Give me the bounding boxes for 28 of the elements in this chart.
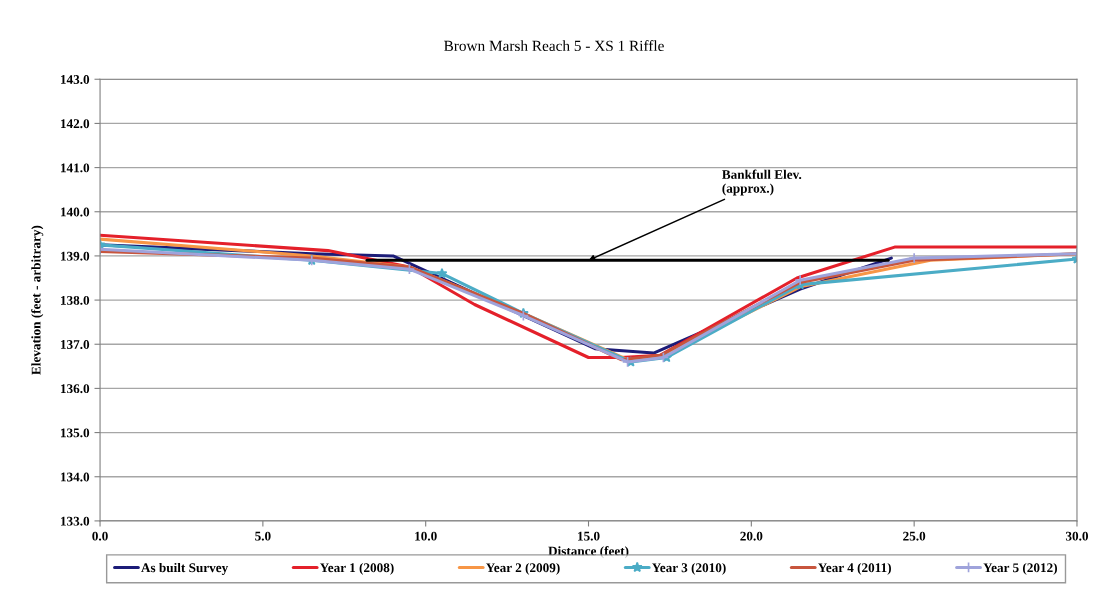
x-tick-label: 25.0 [903,531,926,541]
x-tick-label: 15.0 [578,531,600,541]
y-tick-label: 139.0 [61,251,90,261]
legend-label: Year 3 (2010) [651,562,726,575]
x-tick-label: 5.0 [255,531,271,541]
y-tick-label: 136.0 [61,384,90,394]
annotation: Bankfull Elev. (approx.) [722,169,802,196]
y-tick-label: 138.0 [61,295,90,305]
legend-label: Year 5 (2012) [983,562,1057,575]
x-tick-label: 0.0 [92,531,108,541]
x-tick-label: 10.0 [415,531,437,541]
y-axis-title: Elevation (feet - arbitrary) [31,225,44,375]
y-tick-label: 133.0 [61,516,90,526]
legend-label: Year 1 (2008) [319,562,394,575]
legend-label: Year 2 (2009) [485,562,560,575]
x-tick-label: 30.0 [1065,531,1089,541]
chart-title: Brown Marsh Reach 5 - XS 1 Riffle [444,40,664,52]
legend-label: As built Survey [141,562,229,575]
legend-label: Year 4 (2011) [818,562,891,575]
y-tick-label: 137.0 [61,340,90,350]
y-tick-label: 140.0 [61,207,90,217]
y-tick-label: 141.0 [61,163,90,173]
y-tick-label: 143.0 [61,75,90,85]
y-tick-label: 134.0 [61,472,90,482]
y-tick-label: 135.0 [61,428,90,438]
y-tick-label: 142.0 [61,119,90,129]
x-axis-title: Distance (feet) [548,546,629,559]
x-tick-label: 20.0 [740,531,763,541]
